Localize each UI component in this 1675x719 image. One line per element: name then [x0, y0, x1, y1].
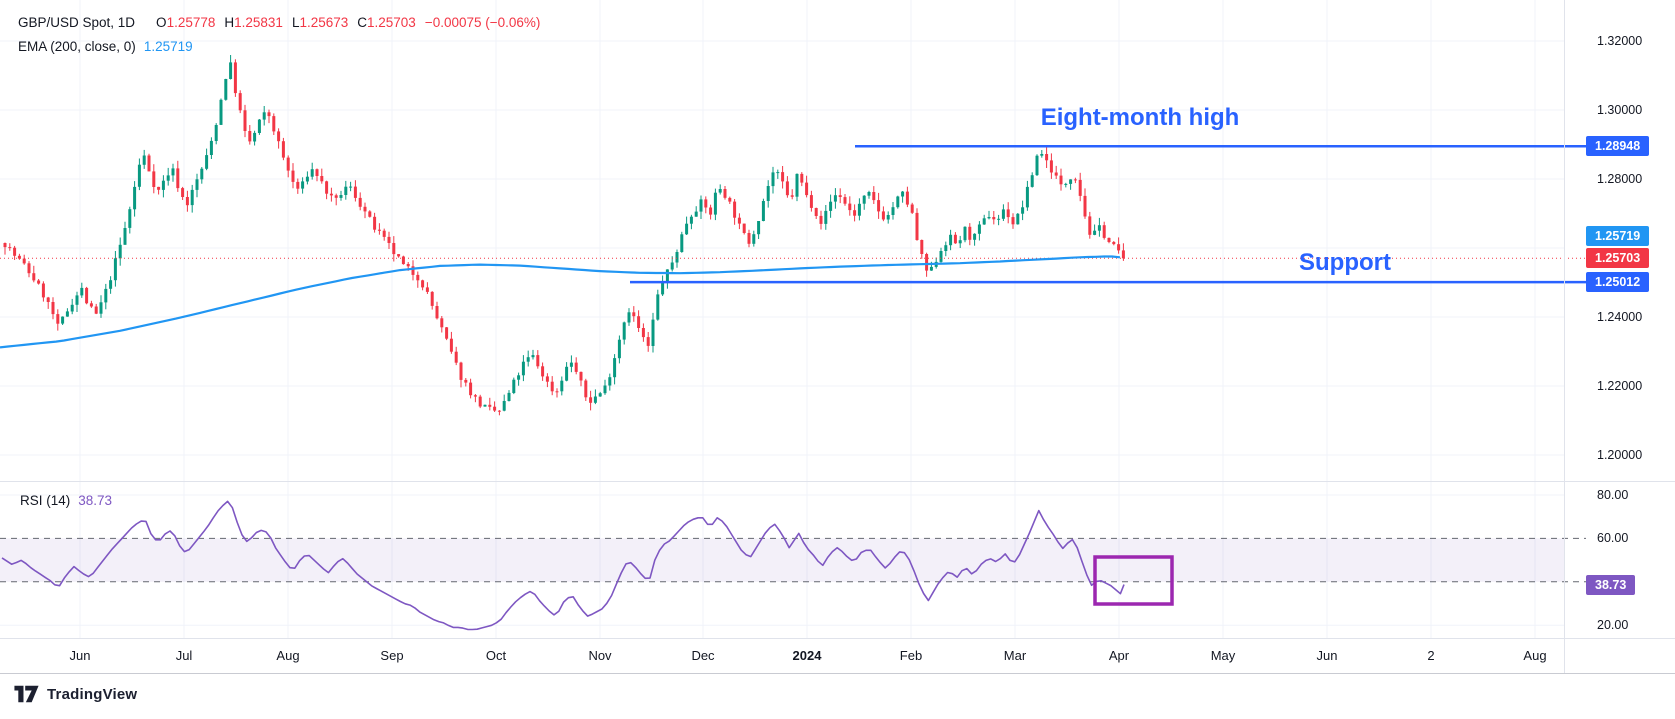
price-tick-label: 1.28000 [1597, 172, 1643, 186]
time-axis[interactable]: Jun Jul Aug Sep Oct Nov Dec 2024 Feb Mar Apr May Jun… [0, 638, 1564, 673]
eight-month-high-label[interactable]: Eight-month high [1040, 104, 1240, 131]
time-axis-label: Sep [380, 648, 404, 663]
price-tick-label: 1.32000 [1597, 34, 1643, 48]
time-axis-label: Aug [276, 648, 300, 663]
price-tick-label: 1.20000 [1597, 448, 1643, 462]
time-axis-label: Nov [588, 648, 612, 663]
ohlc-key: H [224, 15, 235, 30]
axis-badge: 1.28948 [1586, 136, 1650, 156]
time-axis-label: Apr [1108, 648, 1130, 663]
time-axis-label: May [1210, 648, 1236, 663]
rsi-tick-label: 20.00 [1597, 618, 1629, 633]
rsi-legend: RSI (14) 38.73 [20, 493, 112, 508]
rsi-tick-label: 60.00 [1597, 531, 1629, 546]
rsi-label[interactable]: RSI (14) [20, 493, 71, 508]
time-axis-label: Jul [175, 648, 193, 663]
support-label[interactable]: Support [1299, 249, 1391, 276]
price-tick-label: 1.30000 [1597, 103, 1643, 117]
tradingview-attribution[interactable]: TradingView [14, 685, 137, 703]
rsi-value: 38.73 [78, 493, 113, 508]
time-axis-label: 2024 [792, 648, 822, 663]
time-axis-label: Jun [69, 648, 91, 663]
ema-legend: EMA (200, close, 0) 1.25719 [18, 39, 193, 54]
ohlc-key: C [357, 15, 368, 30]
change-value: −0.00075 (−0.06%) [424, 15, 541, 30]
brand-text: TradingView [47, 685, 138, 703]
time-axis-label: 2 [1427, 648, 1435, 663]
ohlc-value: 1.25703 [367, 15, 416, 30]
time-axis-label: Aug [1523, 648, 1547, 663]
ema-label[interactable]: EMA (200, close, 0) [18, 39, 136, 54]
ohlc-values: O1.25778 H1.25831 L1.25673 C1.25703 [147, 15, 416, 30]
axis-badge: 38.73 [1586, 575, 1636, 595]
axis-badge: 1.25012 [1586, 272, 1650, 292]
ohlc-value: 1.25778 [166, 15, 216, 30]
price-axis[interactable]: 1.32000 1.30000 1.28000 1.24000 1.22000 1.200… [1564, 0, 1675, 673]
time-axis-label: Dec [691, 648, 715, 663]
time-axis-label: Feb [899, 648, 923, 663]
symbol-title[interactable]: GBP/USD Spot, 1D [18, 15, 136, 30]
ohlc-key: L [291, 15, 300, 30]
price-tick-label: 1.24000 [1597, 310, 1643, 324]
axis-badge: 1.25703 [1586, 248, 1650, 268]
time-axis-label: Jun [1316, 648, 1338, 663]
time-axis-label: Oct [485, 648, 507, 663]
ohlc-value: 1.25673 [299, 15, 349, 30]
rsi-tick-label: 80.00 [1597, 488, 1629, 502]
tradingview-logo[interactable] [14, 685, 39, 703]
price-tick-label: 1.22000 [1597, 379, 1643, 393]
ohlc-value: 1.25831 [234, 15, 283, 30]
axis-badge: 1.25719 [1586, 226, 1650, 246]
symbol-legend: GBP/USD Spot, 1D O1.25778 H1.25831 L1.25673… [18, 15, 540, 30]
time-axis-label: Mar [1003, 648, 1027, 663]
ema-value: 1.25719 [143, 39, 193, 54]
ohlc-key: O [156, 15, 167, 30]
